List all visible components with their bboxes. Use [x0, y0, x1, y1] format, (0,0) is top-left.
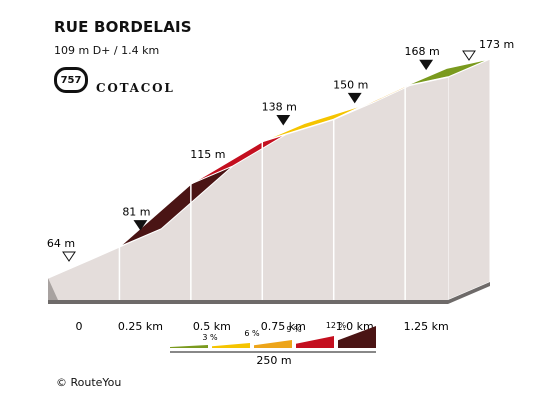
profile-base-edge	[48, 282, 490, 304]
x-tick-label: 0	[76, 320, 83, 333]
legend-swatch	[254, 340, 292, 348]
elevation-label: 138 m	[262, 101, 297, 114]
legend-swatch	[296, 336, 334, 348]
elevation-markers	[62, 50, 476, 262]
elevation-label: 168 m	[405, 45, 440, 58]
profile-front-face	[262, 119, 334, 300]
cotacol-brand: COTACOL	[96, 81, 175, 95]
filled-triangle-icon	[276, 115, 291, 126]
profile-start-edge	[48, 278, 58, 300]
x-tick-label: 0.25 km	[118, 320, 163, 333]
profile-top-faces	[47, 58, 491, 279]
climb-title: RUE BORDELAIS	[54, 18, 192, 36]
open-triangle-icon	[62, 251, 76, 262]
profile-front-face	[405, 77, 448, 300]
elevation-label: 115 m	[190, 148, 225, 161]
distance-ticks: 0 0.25 km 0.5 km 0.75 km 1.0 km 1.25 km	[76, 320, 449, 333]
elevation-label: 81 m	[122, 206, 150, 219]
legend-swatch	[338, 326, 376, 348]
profile-front-face	[48, 246, 120, 300]
legend-scale-label: 250 m	[256, 354, 291, 367]
copyright-text: © RouteYou	[56, 376, 122, 389]
legend-label: 9 %	[286, 325, 302, 334]
profile-dividers	[118, 86, 406, 300]
x-tick-label: 0.75 km	[261, 320, 306, 333]
legend-label: 12 %	[326, 321, 347, 330]
elevation-labels: 64 m 81 m 115 m 138 m 150 m 168 m 173 m	[47, 38, 514, 250]
x-tick-label: 1.25 km	[404, 320, 449, 333]
climb-stats: 109 m D+ / 1.4 km	[54, 44, 160, 57]
elevation-label: 150 m	[333, 78, 368, 91]
x-tick-label: 0.5 km	[193, 320, 231, 333]
legend-swatch	[170, 345, 208, 348]
legend-label: 3 %	[202, 333, 218, 342]
elevation-label: 64 m	[47, 237, 75, 250]
cotacol-badge-icon: 757	[54, 67, 88, 93]
elevation-label: 173 m	[479, 38, 514, 51]
filled-triangle-icon	[133, 220, 148, 231]
x-tick-label: 1.0 km	[336, 320, 374, 333]
legend-swatch	[212, 343, 250, 348]
profile-front-face	[333, 86, 406, 300]
cotacol-number: 757	[60, 74, 82, 86]
legend-label: 6 %	[244, 329, 260, 338]
filled-triangle-icon	[419, 59, 434, 71]
profile-side-wall	[447, 58, 491, 301]
gradient-legend: 3 % 6 % 9 % 12 % 250 m	[170, 321, 376, 367]
open-triangle-icon	[462, 50, 476, 61]
filled-triangle-icon	[347, 92, 362, 104]
profile-faces	[48, 58, 491, 304]
